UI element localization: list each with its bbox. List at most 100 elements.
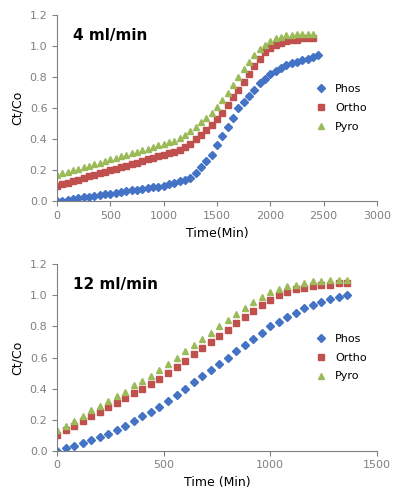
Ortho xyxy=(299,36,304,42)
Phos xyxy=(191,380,196,386)
Ortho xyxy=(129,161,134,167)
Pyro xyxy=(60,170,65,176)
Pyro xyxy=(318,278,323,284)
Ortho xyxy=(124,162,128,168)
Ortho xyxy=(209,122,214,128)
Pyro xyxy=(193,124,198,130)
Ortho xyxy=(235,86,240,92)
Pyro xyxy=(81,164,86,170)
Phos xyxy=(131,418,136,424)
Pyro xyxy=(216,324,221,330)
Pyro xyxy=(257,46,261,52)
Phos xyxy=(97,434,102,440)
Phos xyxy=(273,68,277,74)
Phos xyxy=(165,398,170,404)
Pyro xyxy=(327,277,332,283)
Pyro xyxy=(209,110,214,116)
Phos xyxy=(161,183,166,189)
Ortho xyxy=(166,150,171,156)
Phos xyxy=(267,71,272,77)
Phos xyxy=(182,176,187,182)
Ortho xyxy=(267,297,272,303)
Ortho xyxy=(89,414,93,420)
Pyro xyxy=(288,32,293,38)
Ortho xyxy=(278,40,283,46)
Ortho xyxy=(172,148,176,154)
Ortho xyxy=(131,390,136,396)
Phos xyxy=(235,105,240,111)
Phos xyxy=(145,185,150,191)
Y-axis label: Ct/Co: Ct/Co xyxy=(11,91,24,126)
Phos xyxy=(251,86,256,92)
Phos xyxy=(108,190,113,196)
Pyro xyxy=(267,38,272,44)
Pyro xyxy=(113,155,118,161)
Phos xyxy=(318,298,323,304)
Phos xyxy=(193,170,198,176)
Ortho xyxy=(165,370,170,376)
Phos xyxy=(72,443,77,449)
X-axis label: Time(Min): Time(Min) xyxy=(185,226,248,239)
Phos xyxy=(129,188,134,194)
Pyro xyxy=(172,138,176,144)
Pyro xyxy=(140,147,144,153)
Ortho xyxy=(72,423,77,429)
Phos xyxy=(55,448,59,454)
Phos xyxy=(310,302,314,308)
Phos xyxy=(327,296,332,302)
Ortho xyxy=(241,79,245,85)
Ortho xyxy=(87,174,91,180)
Pyro xyxy=(191,342,196,348)
Ortho xyxy=(191,352,196,358)
Ortho xyxy=(203,127,208,133)
Pyro xyxy=(166,140,171,145)
Ortho xyxy=(145,156,150,162)
Ortho xyxy=(92,172,97,178)
Phos xyxy=(219,133,224,139)
X-axis label: Time (Min): Time (Min) xyxy=(183,476,250,489)
Ortho xyxy=(199,345,204,351)
Ortho xyxy=(284,290,289,296)
Phos xyxy=(209,152,214,158)
Ortho xyxy=(76,176,81,182)
Ortho xyxy=(288,37,293,43)
Pyro xyxy=(278,34,283,40)
Phos xyxy=(76,195,81,201)
Ortho xyxy=(97,170,102,176)
Line: Phos: Phos xyxy=(54,292,349,454)
Ortho xyxy=(105,404,110,410)
Ortho xyxy=(335,280,340,286)
Ortho xyxy=(118,164,123,170)
Pyro xyxy=(80,414,85,420)
Phos xyxy=(293,310,298,316)
Phos xyxy=(344,292,348,298)
Phos xyxy=(156,184,160,190)
Pyro xyxy=(124,152,128,158)
Pyro xyxy=(262,42,267,48)
Pyro xyxy=(283,32,288,38)
Ortho xyxy=(157,376,162,382)
Ortho xyxy=(310,36,314,42)
Text: 12 ml/min: 12 ml/min xyxy=(73,278,158,292)
Phos xyxy=(87,194,91,200)
Phos xyxy=(199,373,204,379)
Pyro xyxy=(182,348,187,354)
Pyro xyxy=(123,388,128,394)
Phos xyxy=(304,56,309,62)
Phos xyxy=(134,186,139,192)
Ortho xyxy=(108,168,113,173)
Phos xyxy=(92,193,97,199)
Ortho xyxy=(55,432,59,438)
Phos xyxy=(182,386,187,392)
Pyro xyxy=(241,66,245,72)
Ortho xyxy=(113,166,118,172)
Phos xyxy=(225,124,229,130)
Phos xyxy=(148,409,153,415)
Pyro xyxy=(276,286,281,292)
Phos xyxy=(89,436,93,442)
Ortho xyxy=(259,302,263,308)
Phos xyxy=(71,196,75,202)
Pyro xyxy=(293,282,298,288)
Pyro xyxy=(188,128,192,134)
Pyro xyxy=(118,154,123,160)
